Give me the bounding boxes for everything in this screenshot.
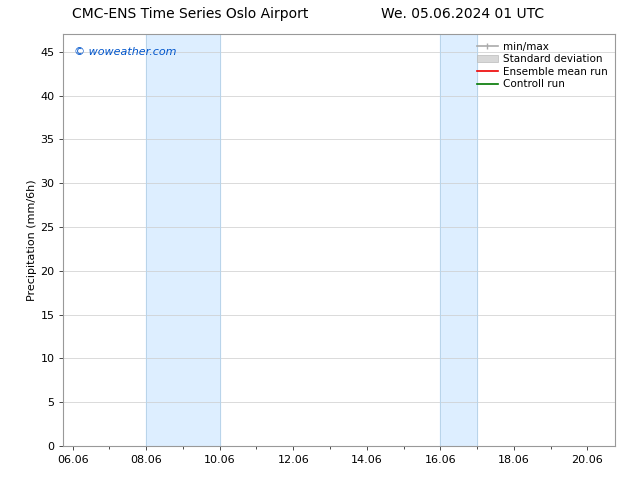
Text: CMC-ENS Time Series Oslo Airport: CMC-ENS Time Series Oslo Airport (72, 7, 308, 22)
Legend: min/max, Standard deviation, Ensemble mean run, Controll run: min/max, Standard deviation, Ensemble me… (475, 40, 610, 92)
Bar (441, 34, 477, 446)
Bar (146, 34, 220, 446)
Text: We. 05.06.2024 01 UTC: We. 05.06.2024 01 UTC (381, 7, 545, 22)
Text: © woweather.com: © woweather.com (74, 47, 177, 57)
Y-axis label: Precipitation (mm/6h): Precipitation (mm/6h) (27, 179, 37, 301)
